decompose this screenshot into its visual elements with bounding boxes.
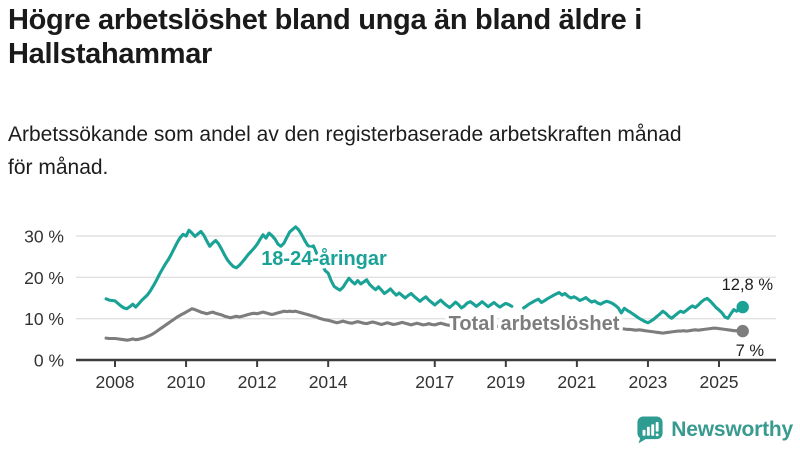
end-label-youth: 12,8 % bbox=[722, 276, 774, 294]
x-tick-label: 2014 bbox=[309, 372, 348, 392]
bar-chart-glyph bbox=[642, 421, 659, 437]
x-tick-label: 2017 bbox=[415, 372, 454, 392]
x-tick-label: 2023 bbox=[628, 372, 667, 392]
newsworthy-wordmark: Newsworthy bbox=[671, 417, 793, 441]
y-tick-label: 20 % bbox=[24, 268, 64, 288]
page-subtitle: Arbetssökande som andel av den registerb… bbox=[8, 123, 682, 179]
series-end-dot-0 bbox=[736, 300, 749, 314]
x-tick-label: 2025 bbox=[700, 372, 739, 392]
speech-bubble-shape bbox=[637, 416, 663, 444]
x-tick-label: 2021 bbox=[557, 372, 596, 392]
x-tick-label: 2019 bbox=[486, 372, 525, 392]
newsworthy-logo[interactable]: Newsworthy bbox=[636, 415, 793, 444]
series-line-1 bbox=[104, 307, 745, 342]
series-end-dot-1 bbox=[736, 324, 749, 338]
newsworthy-logo-icon bbox=[637, 416, 663, 444]
chart-layers: 0 % 10 % 20 % 30 % 2008 2010 2012 2014 2017 2019 2… bbox=[24, 225, 776, 392]
end-label-total: 7 % bbox=[736, 342, 765, 360]
y-tick-label: 10 % bbox=[24, 309, 64, 329]
x-tick-label: 2008 bbox=[96, 372, 135, 392]
y-tick-label: 30 % bbox=[24, 227, 64, 247]
series-label-youth: 18-24-åringar bbox=[261, 247, 387, 270]
x-tick-label: 2010 bbox=[167, 372, 206, 392]
series-line-0 bbox=[104, 225, 745, 325]
x-tick-label: 2012 bbox=[238, 372, 277, 392]
y-tick-label: 0 % bbox=[34, 351, 64, 371]
page-title: Högre arbetslöshet bland unga än bland ä… bbox=[8, 4, 642, 70]
series-label-total: Total arbetslöshet bbox=[449, 313, 620, 335]
